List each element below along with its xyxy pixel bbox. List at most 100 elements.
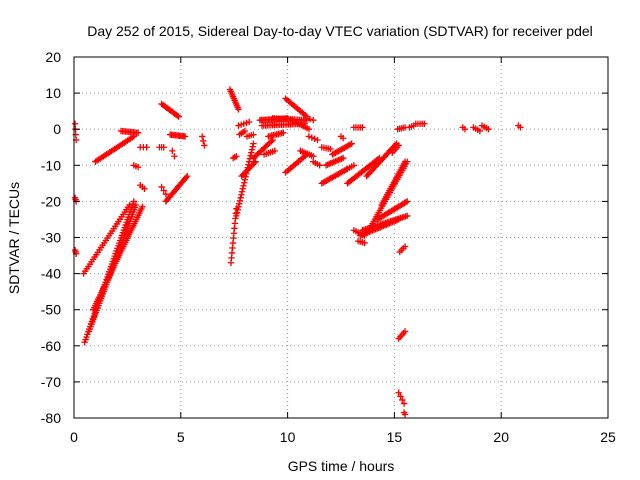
data-point — [303, 115, 311, 122]
data-point — [305, 133, 313, 140]
data-point — [241, 127, 249, 135]
y-axis-label: SDTVAR / TECUs — [6, 182, 22, 294]
data-point — [395, 142, 402, 149]
data-point — [238, 188, 246, 195]
data-point — [171, 153, 178, 160]
data-point — [401, 158, 409, 165]
data-point — [476, 127, 484, 135]
data-point — [181, 133, 189, 140]
data-point — [316, 162, 323, 169]
data-point — [350, 162, 358, 169]
data-point — [250, 140, 257, 147]
data-point — [268, 138, 275, 145]
data-point — [245, 118, 253, 126]
data-point — [143, 144, 150, 151]
y-tick-label: 0 — [53, 121, 61, 137]
data-point — [198, 133, 206, 140]
data-point — [314, 136, 321, 144]
data-point — [237, 194, 244, 201]
data-point — [134, 129, 142, 137]
data-point — [233, 153, 240, 160]
data-point — [280, 129, 287, 137]
data-point — [327, 145, 334, 153]
data-point — [169, 147, 176, 155]
data-point — [233, 212, 240, 220]
data-point — [248, 146, 256, 153]
data-point — [305, 126, 313, 133]
data-point — [252, 158, 259, 165]
data-point — [158, 183, 165, 191]
data-point — [395, 389, 402, 396]
data-point — [269, 136, 276, 144]
data-point — [271, 147, 278, 155]
data-point — [397, 393, 404, 400]
data-point — [201, 142, 208, 149]
data-point — [160, 187, 167, 194]
y-tick-label: -70 — [41, 374, 61, 390]
data-point — [174, 112, 181, 119]
data-point — [401, 411, 409, 418]
data-points-layer — [71, 86, 524, 418]
y-tick-label: -40 — [41, 266, 61, 282]
y-tick-label: -30 — [41, 230, 61, 246]
data-point — [238, 191, 245, 198]
y-tick-label: -20 — [41, 193, 61, 209]
x-axis-label: GPS time / hours — [288, 458, 395, 474]
data-point — [401, 243, 409, 250]
data-point — [250, 131, 257, 138]
data-point — [245, 158, 253, 165]
y-tick-label: -60 — [41, 338, 61, 354]
y-tick-label: 20 — [45, 49, 61, 65]
data-point — [184, 172, 191, 180]
y-tick-label: -10 — [41, 157, 61, 173]
data-point — [240, 182, 247, 189]
y-tick-label: 10 — [45, 85, 61, 101]
data-point — [339, 154, 347, 162]
data-point — [240, 179, 248, 186]
x-tick-label: 15 — [387, 429, 403, 445]
data-point — [402, 199, 409, 206]
data-point — [162, 190, 170, 198]
data-point — [71, 120, 79, 127]
data-point — [241, 176, 249, 183]
ticks-layer: 0 5 10 15 20 25 -80 -70 -60 -50 -40 -30 -20 -10 0 10 20 — [41, 49, 616, 445]
data-point — [348, 140, 355, 147]
data-point — [404, 198, 411, 205]
data-point — [339, 135, 347, 142]
y-tick-label: -80 — [41, 410, 61, 426]
x-tick-label: 5 — [177, 429, 185, 445]
data-point — [236, 197, 244, 204]
y-tick-label: -50 — [41, 302, 61, 318]
data-point — [175, 113, 182, 120]
data-point — [517, 124, 524, 131]
data-point — [401, 328, 409, 335]
data-point — [235, 203, 242, 211]
grid-layer — [74, 57, 608, 418]
data-point — [310, 116, 317, 124]
data-point — [361, 239, 368, 247]
data-point — [347, 141, 354, 148]
data-point — [400, 400, 408, 407]
data-point — [248, 149, 255, 156]
data-point — [359, 124, 366, 131]
data-point — [130, 198, 138, 205]
data-point — [200, 137, 207, 145]
data-point — [421, 120, 428, 127]
data-point — [306, 116, 314, 123]
data-point — [308, 134, 316, 141]
data-point — [134, 163, 142, 171]
data-point — [234, 206, 241, 214]
data-point — [311, 135, 318, 143]
x-tick-label: 20 — [493, 429, 509, 445]
data-point — [132, 201, 140, 209]
data-point — [141, 185, 148, 192]
x-tick-label: 25 — [600, 429, 616, 445]
data-point — [461, 126, 469, 133]
data-point — [251, 159, 258, 167]
data-point — [235, 200, 243, 208]
chart-title: Day 252 of 2015, Sidereal Day-to-day VTE… — [87, 23, 593, 39]
data-point — [182, 174, 190, 181]
data-point — [249, 143, 256, 150]
